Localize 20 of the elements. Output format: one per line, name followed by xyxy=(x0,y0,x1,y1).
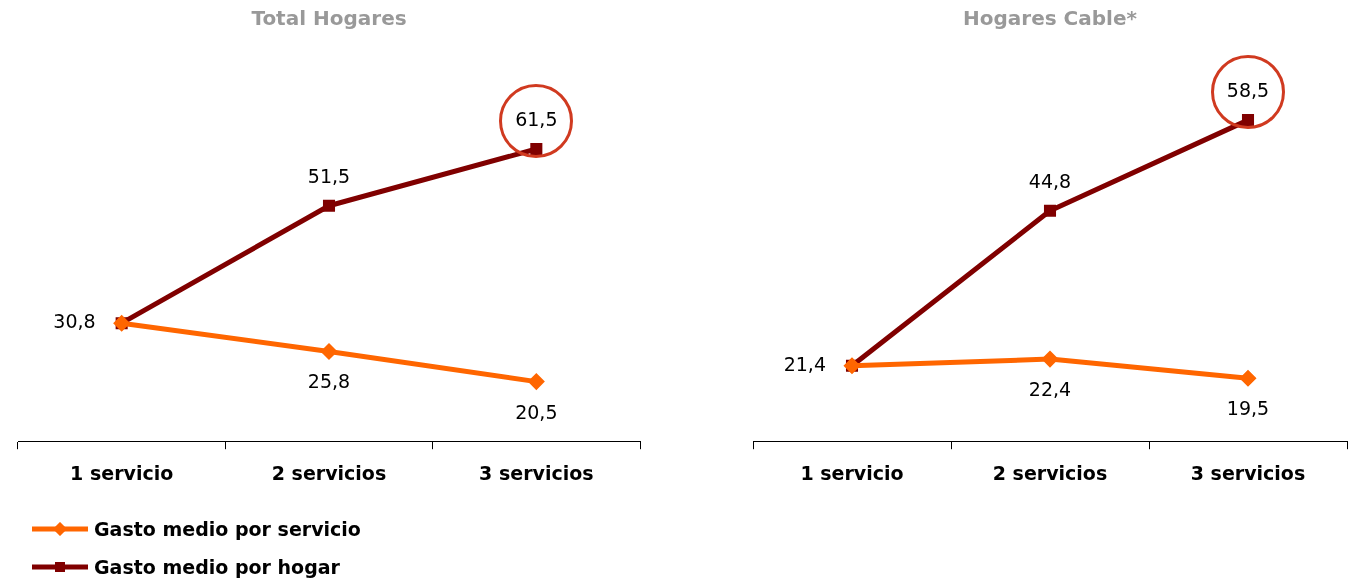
data-label: 51,5 xyxy=(307,164,351,187)
x-tick-label: 2 servicios xyxy=(992,461,1108,484)
data-label: 25,8 xyxy=(307,370,351,393)
data-label: 19,5 xyxy=(1226,397,1270,420)
data-label: 61,5 xyxy=(515,107,558,130)
chart-title: Hogares Cable* xyxy=(963,6,1138,31)
chart-title: Total Hogares xyxy=(251,6,407,31)
data-label: 30,8 xyxy=(53,310,96,333)
x-tick-label: 3 servicios xyxy=(1190,461,1306,484)
x-tick-label: 3 servicios xyxy=(479,461,594,484)
x-tick-label: 1 servicio xyxy=(800,461,904,484)
x-tick-label: 1 servicio xyxy=(70,461,174,484)
legend-label: Gasto medio por hogar xyxy=(94,556,340,578)
data-label: 20,5 xyxy=(515,400,558,423)
data-label: 44,8 xyxy=(1028,169,1072,192)
legend-label: Gasto medio por servicio xyxy=(94,518,361,540)
x-tick-label: 2 servicios xyxy=(271,461,387,484)
data-label: 58,5 xyxy=(1226,79,1270,102)
data-label: 21,4 xyxy=(783,352,826,375)
data-label: 22,4 xyxy=(1028,378,1072,401)
